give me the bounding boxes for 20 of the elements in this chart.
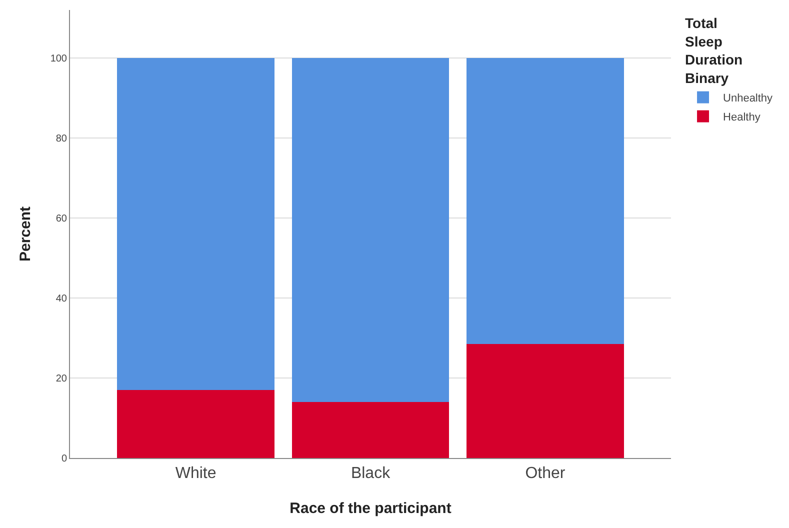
legend-title: Total Sleep Duration Binary	[685, 15, 743, 86]
bar	[466, 58, 624, 344]
bar	[117, 58, 274, 390]
y-tick-label: 40	[56, 294, 68, 304]
x-tick-label: Other	[525, 465, 566, 482]
bar	[292, 402, 450, 458]
x-tick-label: White	[175, 465, 216, 482]
y-tick-label: 60	[56, 214, 68, 224]
bar	[292, 58, 450, 402]
bar	[117, 390, 274, 458]
y-tick-label: 0	[61, 454, 68, 464]
x-tick-label: Black	[350, 465, 392, 482]
y-tick-label: 20	[56, 374, 68, 384]
y-tick-label: 80	[56, 134, 68, 144]
y-axis-title: Percent	[17, 206, 34, 262]
y-tick-label: 100	[50, 54, 68, 64]
bar	[466, 344, 624, 458]
x-axis-title: Race of the participant	[290, 500, 452, 517]
legend-label: Unhealthy	[723, 92, 774, 105]
legend-label: Healthy	[723, 112, 761, 124]
